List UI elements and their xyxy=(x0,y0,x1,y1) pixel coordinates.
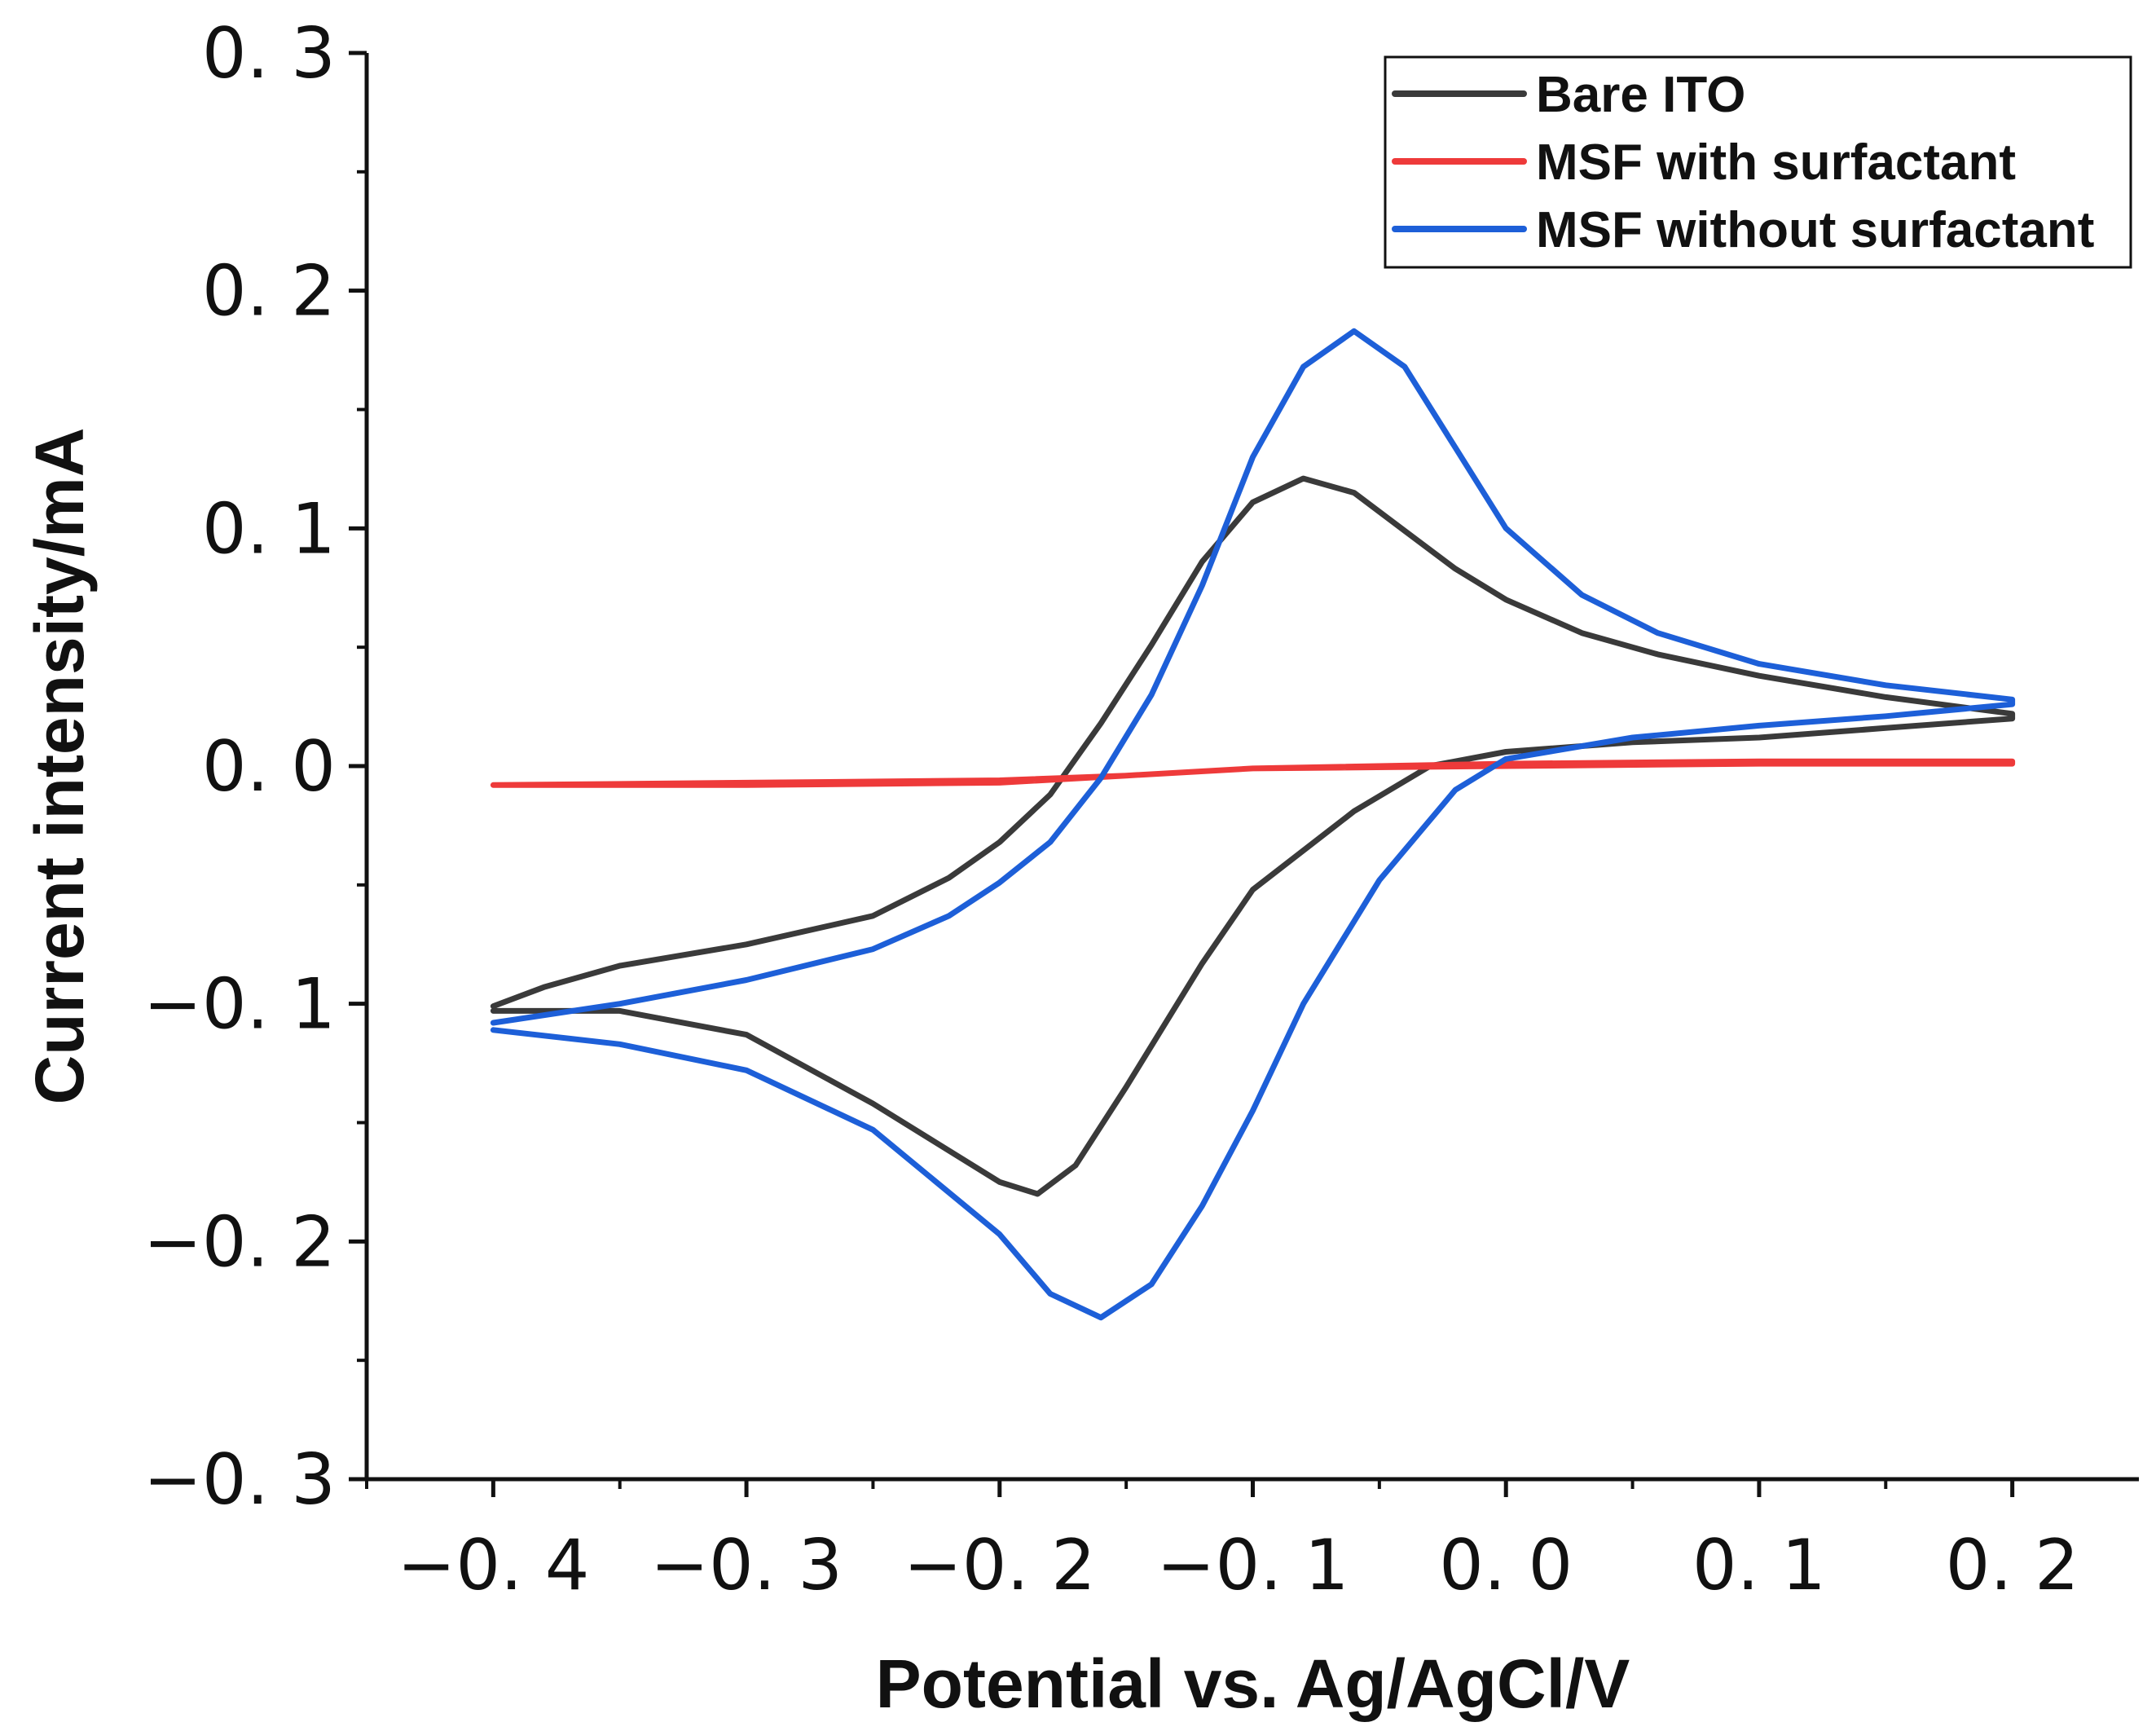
y-tick-label: −0. 1 xyxy=(143,964,336,1046)
x-tick-label: −0. 4 xyxy=(397,1525,589,1606)
series-lines xyxy=(490,328,2016,1321)
y-tick-label: −0. 3 xyxy=(143,1439,336,1521)
y-tick-label: 0. 1 xyxy=(202,488,336,570)
series-line-1 xyxy=(490,758,2016,788)
legend-label: MSF without surfactant xyxy=(1536,202,2094,258)
axes: 0. 3 0. 2 0. 1 0. 0 −0. 1 −0. 2 −0. 3 −0. 4 −0. … xyxy=(143,13,2139,1606)
y-tick-label: 0. 3 xyxy=(202,13,336,95)
legend-label: MSF with surfactant xyxy=(1536,134,2016,191)
series-line-0 xyxy=(490,475,2016,1197)
y-tick-label: 0. 0 xyxy=(202,726,336,808)
x-tick-label: −0. 3 xyxy=(650,1525,843,1606)
x-tick-label: 0. 0 xyxy=(1439,1525,1573,1606)
x-axis-title: Potential vs. Ag/AgCl/V xyxy=(876,1645,1630,1722)
x-tick-label: 0. 1 xyxy=(1692,1525,1826,1606)
x-tick-label: −0. 1 xyxy=(1156,1525,1349,1606)
x-tick-label: 0. 2 xyxy=(1946,1525,2079,1606)
y-tick-label: −0. 2 xyxy=(143,1201,336,1283)
legend: Bare ITO MSF with surfactant MSF without s… xyxy=(1384,55,2132,269)
y-tick-label: 0. 2 xyxy=(202,251,336,333)
x-tick-label: −0. 2 xyxy=(904,1525,1096,1606)
series-line-2 xyxy=(490,328,2016,1321)
y-axis-title: Current intensity/mA xyxy=(21,428,98,1105)
legend-label: Bare ITO xyxy=(1536,67,1745,123)
